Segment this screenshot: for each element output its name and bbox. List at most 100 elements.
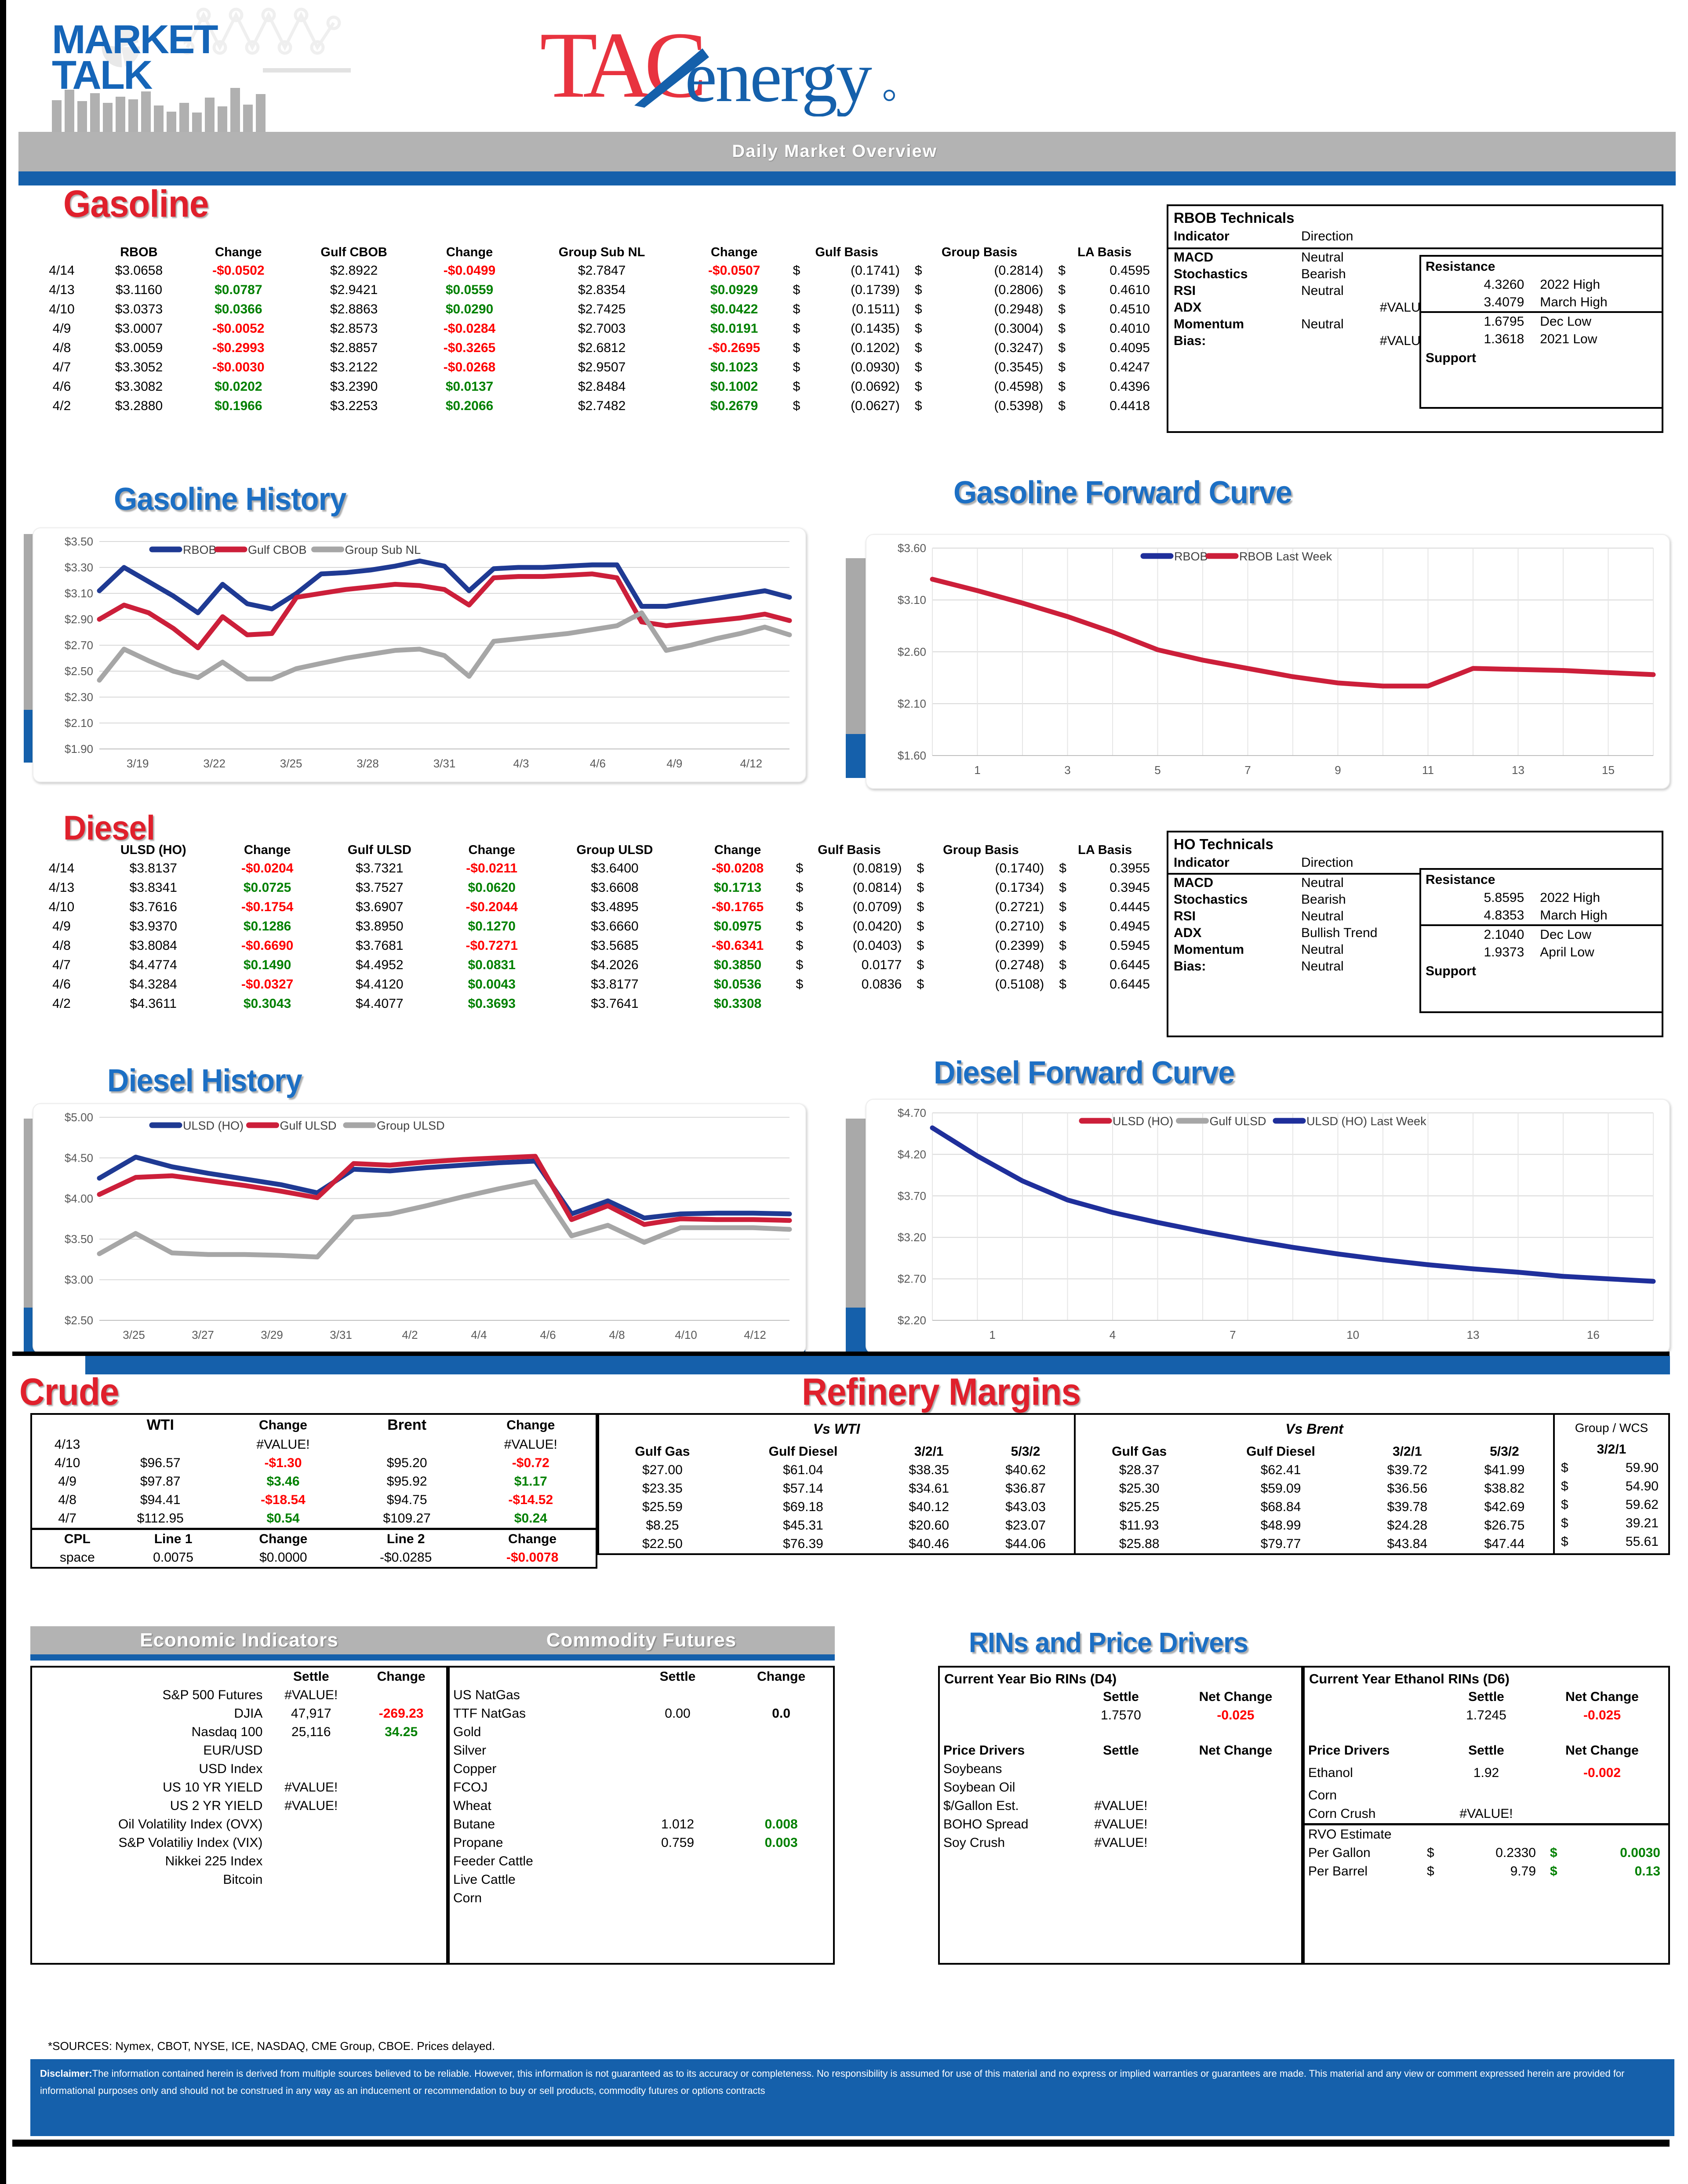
technical-indicator: ADX [1174,926,1202,940]
fuel-row: 4/7 $3.3052 -$0.0030 $3.2122 -$0.0268 $2.9507… [33,358,1158,377]
cell-change-1: -$0.0502 [212,263,265,278]
cell-change [729,1889,833,1908]
refinery-margins-title: Refinery Margins [802,1371,1081,1413]
cell-brent-change: $0.24 [514,1511,547,1526]
y-axis-tick: $3.70 [898,1189,926,1203]
econ-row: Nikkei 225 Index [32,1852,446,1871]
econ-col-name [32,1668,266,1686]
cell-la-basis: $0.4610 [1058,283,1150,297]
col-Group Basis: Group Basis [943,843,1019,857]
cpl-col-3: Line 2 [386,1532,425,1546]
cell-change-1: $0.1490 [243,958,291,972]
eth-col-net-change: Net Change [1565,1690,1639,1704]
technical-indicator: Stochastics [1174,892,1248,907]
vs-wti-panel: Vs WTI Gulf Gas Gulf Diesel 3/2/1 5/3/2 $27.… [599,1415,1074,1553]
cell-date: 4/7 [52,958,71,972]
cell-price-3: $3.7641 [591,996,639,1011]
cell-eth-settle: 1.7245 [1466,1708,1506,1722]
cell-price-3: $3.6660 [591,919,639,934]
rm-wti-row: $22.50 $76.39 $40.46 $44.06 [599,1535,1074,1553]
legend-label: Group Sub NL [345,543,421,556]
legend-label: ULSD (HO) [183,1119,244,1132]
fuel-row: 4/8 $3.0059 -$0.2993 $2.8857 -$0.3265 $2.6812… [33,338,1158,358]
network-decoration [184,7,341,55]
legend-label: RBOB Last Week [1239,550,1332,563]
diesel-history-title: Diesel History [107,1063,302,1098]
bio-header-row: Settle Net Change [940,1688,1301,1706]
cell-change-2: $0.0831 [468,958,516,972]
crude-row: 4/8 $94.41 -$18.54 $94.75 -$14.52 [32,1491,596,1509]
rbob-technicals-title: RBOB Technicals [1174,210,1295,226]
ho-col-direction: Direction [1301,855,1353,870]
rm-brent-col-0: Gulf Gas [1112,1444,1167,1459]
report-subtitle: Daily Market Overview [732,142,937,161]
crude-col-0 [32,1415,102,1435]
cell-settle [626,1889,730,1908]
cell-name: Nasdaq 100 [191,1725,263,1739]
cell-driver-settle [1437,1786,1536,1805]
cell-margin: $69.18 [783,1500,823,1514]
cell-margin: $25.88 [1119,1537,1160,1551]
cell-change [356,1834,446,1852]
ho-resistance-label: Resistance [1426,872,1495,887]
footer-rule [12,2140,1670,2147]
pie-chart-decoration [102,27,140,68]
col-Change: Change [244,843,291,857]
gasoline-history-chart: $1.90 $2.10 $2.30 $2.50 $2.70 $2.90 $3.10 $3.30… [33,527,806,782]
y-axis-tick: $2.90 [65,613,93,626]
fuel-row: 4/2 $4.3611 $0.3043 $4.4077 $0.3693 $3.7641 $0… [33,994,1158,1014]
rbob-resistance-label: Resistance [1426,259,1495,274]
cell-group-basis: $ (0.4598) [914,379,1044,394]
col-Change: Change [710,245,758,259]
cell-date: 4/13 [49,283,75,297]
cell-date: 4/14 [48,861,75,876]
cell-eth-net-change: -0.025 [1583,1708,1621,1722]
rm-brent-row: $11.93 $48.99 $24.28 $26.75 [1076,1516,1553,1535]
cell-margin: $48.99 [1260,1518,1301,1533]
cell-margin: $23.07 [1005,1518,1046,1533]
cell-price-1: $3.0007 [115,321,163,336]
cell-price-1: $3.0373 [115,302,163,316]
rvo-label-row: RVO Estimate [1305,1825,1668,1844]
disclaimer-label: Disclaimer: [40,2068,92,2079]
cell-margin: $79.77 [1260,1537,1301,1551]
cell-change-3: $0.0536 [713,977,762,992]
legend-label: Gulf ULSD [1210,1115,1266,1128]
technical-row: MACD Neutral [1168,875,1662,891]
cell-change-3: $0.2679 [710,399,758,413]
cell-la-basis: $0.4418 [1058,399,1150,413]
cell-change-3: $0.0975 [713,919,762,934]
col-RBOB: RBOB [120,245,158,259]
cell-group-wcs: $55.61 [1561,1534,1659,1549]
cell-la-basis: $0.4595 [1058,263,1150,278]
bio-rins-title: Current Year Bio RINs (D4) [944,1671,1117,1686]
cell-driver-change [1170,1797,1301,1815]
cf-row: Live Cattle [450,1871,833,1889]
rbob-col-indicator: Indicator [1174,229,1230,243]
cell-price-1: $3.7616 [129,900,177,914]
cell-driver-change: -0.002 [1583,1766,1621,1780]
level-row: 4.8353 March High [1421,907,1662,924]
svg-text:TAC: TAC [540,20,702,116]
cell-change-1: $0.3043 [243,996,291,1011]
cell-change-1: -$0.0052 [212,321,265,336]
legend-label: ULSD (HO) [1113,1115,1173,1128]
x-axis-tick: 7 [1244,763,1251,777]
technical-row: RSI Neutral [1168,283,1662,299]
cell-settle [626,1797,730,1815]
cell-change [356,1852,446,1871]
x-axis-tick: 3/28 [357,757,379,770]
cell-name: Bitcoin [223,1872,263,1887]
cell-price-3: $2.7003 [578,321,626,336]
cell-group-basis: $ (0.3247) [914,341,1044,355]
cell-price-1: $3.3082 [115,379,163,394]
cell-change-2: $0.3693 [468,996,516,1011]
cell-wti: $96.57 [140,1456,181,1470]
x-axis-tick: 5 [1154,763,1160,777]
cell-line1: 0.0075 [153,1550,193,1565]
econ-row: Nasdaq 100 25,116 34.25 [32,1723,446,1741]
cell-spacer [940,1706,1072,1725]
fwd-left-accent-blue [846,734,869,778]
col-Group ULSD: Group ULSD [576,843,653,857]
technical-row: ADX Bullish Trend [1168,925,1662,941]
